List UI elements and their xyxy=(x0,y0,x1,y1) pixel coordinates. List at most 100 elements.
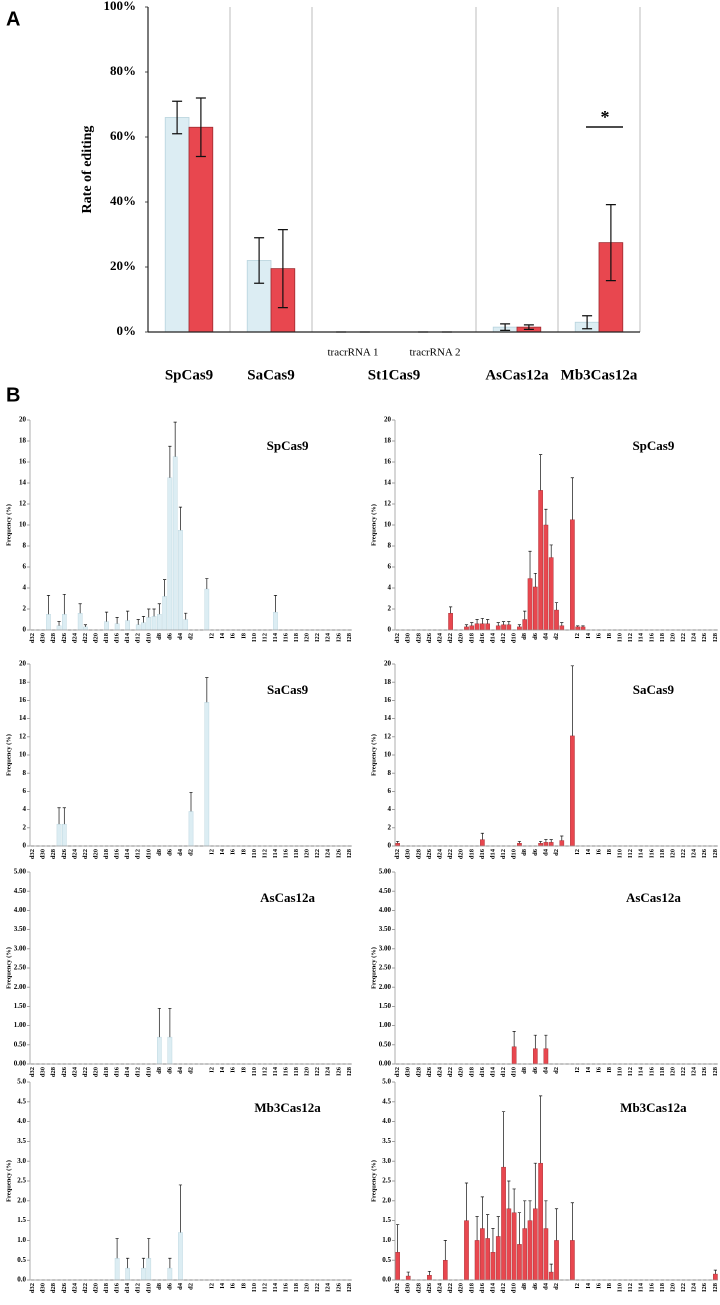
x-tick-label: I18 xyxy=(293,848,300,858)
x-tick-label: d6 xyxy=(532,632,539,640)
error-bar xyxy=(560,622,564,626)
x-tick-label: d14 xyxy=(489,848,496,859)
y-tick-label: 8 xyxy=(388,769,392,777)
x-tick-label: d24 xyxy=(71,848,78,859)
y-tick-label: 0.5 xyxy=(17,1256,26,1264)
y-tick-label: 2.5 xyxy=(382,1177,391,1185)
x-tick-label: d10 xyxy=(145,1283,152,1293)
x-tick-label: d32 xyxy=(394,1067,401,1077)
y-tick-label: 10 xyxy=(19,751,27,759)
x-tick-label: I12 xyxy=(261,1067,268,1076)
x-tick-label: d4 xyxy=(177,848,184,856)
x-tick-label: I26 xyxy=(701,1282,708,1292)
x-tick-label: tracrRNA 1 xyxy=(327,347,378,359)
x-tick-label: I20 xyxy=(304,633,311,642)
x-tick-label: I6 xyxy=(230,632,237,639)
x-tick-label: d18 xyxy=(468,632,475,643)
x-tick-label: d26 xyxy=(61,632,68,643)
error-bar xyxy=(168,1007,172,1038)
bar xyxy=(538,490,543,631)
y-tick-label: 1.00 xyxy=(14,1021,27,1029)
error-bar xyxy=(549,544,553,558)
y-axis-label: Rate of editing xyxy=(80,126,95,214)
bar xyxy=(533,1048,538,1065)
error-bar xyxy=(277,229,288,309)
x-tick-label: I22 xyxy=(314,633,321,642)
bar xyxy=(135,624,141,631)
x-tick-label: I24 xyxy=(691,632,698,642)
y-tick-label: 16 xyxy=(19,458,27,466)
x-tick-label: I20 xyxy=(669,633,676,642)
x-tick-label: d18 xyxy=(103,1066,110,1077)
error-bar xyxy=(147,608,151,618)
x-tick-label: d20 xyxy=(92,1067,99,1077)
error-bar xyxy=(517,624,522,627)
y-tick-label: 0.00 xyxy=(14,1060,27,1068)
bar xyxy=(146,617,152,631)
x-tick-label: d8 xyxy=(521,848,528,856)
x-tick-label: d6 xyxy=(532,1066,539,1074)
x-tick-label: d14 xyxy=(489,632,496,643)
error-bar xyxy=(273,595,278,613)
error-bar xyxy=(141,1257,146,1269)
x-tick-label: I4 xyxy=(219,1066,226,1073)
bar xyxy=(543,1228,549,1281)
x-tick-label: d6 xyxy=(532,848,539,856)
x-tick-label: d28 xyxy=(415,1066,422,1077)
bar xyxy=(178,530,183,631)
bar xyxy=(713,1273,718,1281)
error-bar xyxy=(517,1212,522,1245)
x-tick-label: I22 xyxy=(680,1067,687,1076)
error-bar xyxy=(570,1202,574,1241)
x-tick-label: d28 xyxy=(415,632,422,643)
x-tick-label: I16 xyxy=(283,1066,290,1076)
x-tick-label: d12 xyxy=(500,1067,507,1077)
error-bar xyxy=(549,1263,553,1273)
x-tick-label: d22 xyxy=(447,633,454,643)
error-bar xyxy=(554,602,559,611)
x-tick-label: d10 xyxy=(511,849,518,859)
error-bar xyxy=(152,608,156,617)
error-bar xyxy=(486,619,490,624)
y-axis-label: Frequency (%) xyxy=(370,734,377,776)
y-tick-label: 1.5 xyxy=(17,1216,26,1224)
x-tick-label: I16 xyxy=(283,632,290,642)
y-tick-label: 2 xyxy=(23,605,27,613)
error-bar xyxy=(464,1182,469,1221)
error-bar xyxy=(539,1095,543,1164)
x-tick-label: d2 xyxy=(187,1283,194,1290)
x-tick-label: I24 xyxy=(325,632,332,642)
x-tick-label: I4 xyxy=(219,632,226,639)
x-tick-label: Mb3Cas12a xyxy=(561,367,638,383)
x-tick-label: I24 xyxy=(325,1282,332,1292)
bar xyxy=(188,811,194,847)
error-bar xyxy=(173,421,177,457)
bar xyxy=(517,843,522,847)
bar xyxy=(485,623,490,631)
x-tick-label: d14 xyxy=(124,1066,131,1077)
error-bar xyxy=(464,624,469,627)
x-tick-label: d24 xyxy=(436,848,443,859)
x-tick-label: d2 xyxy=(553,1067,560,1074)
x-tick-label: d2 xyxy=(553,849,560,856)
y-tick-label: 14 xyxy=(384,714,392,722)
bar xyxy=(559,625,565,631)
x-tick-label: I8 xyxy=(240,848,247,855)
error-bar xyxy=(533,1034,537,1049)
y-tick-label: 16 xyxy=(384,696,392,704)
bar xyxy=(517,626,522,631)
bar xyxy=(62,614,67,631)
x-tick-label: I26 xyxy=(335,1066,342,1076)
y-tick-label: 2 xyxy=(388,823,392,831)
x-tick-label: I16 xyxy=(648,1282,655,1292)
error-bar xyxy=(544,1034,548,1049)
error-bar xyxy=(528,1200,532,1221)
bar xyxy=(548,1271,554,1281)
x-tick-label: I20 xyxy=(304,849,311,858)
bar xyxy=(501,624,506,631)
y-axis-label: Frequency (%) xyxy=(5,947,12,989)
x-tick-label: I16 xyxy=(283,848,290,858)
error-bar xyxy=(396,1224,400,1253)
bar xyxy=(146,1258,152,1281)
error-bar xyxy=(168,1257,172,1269)
